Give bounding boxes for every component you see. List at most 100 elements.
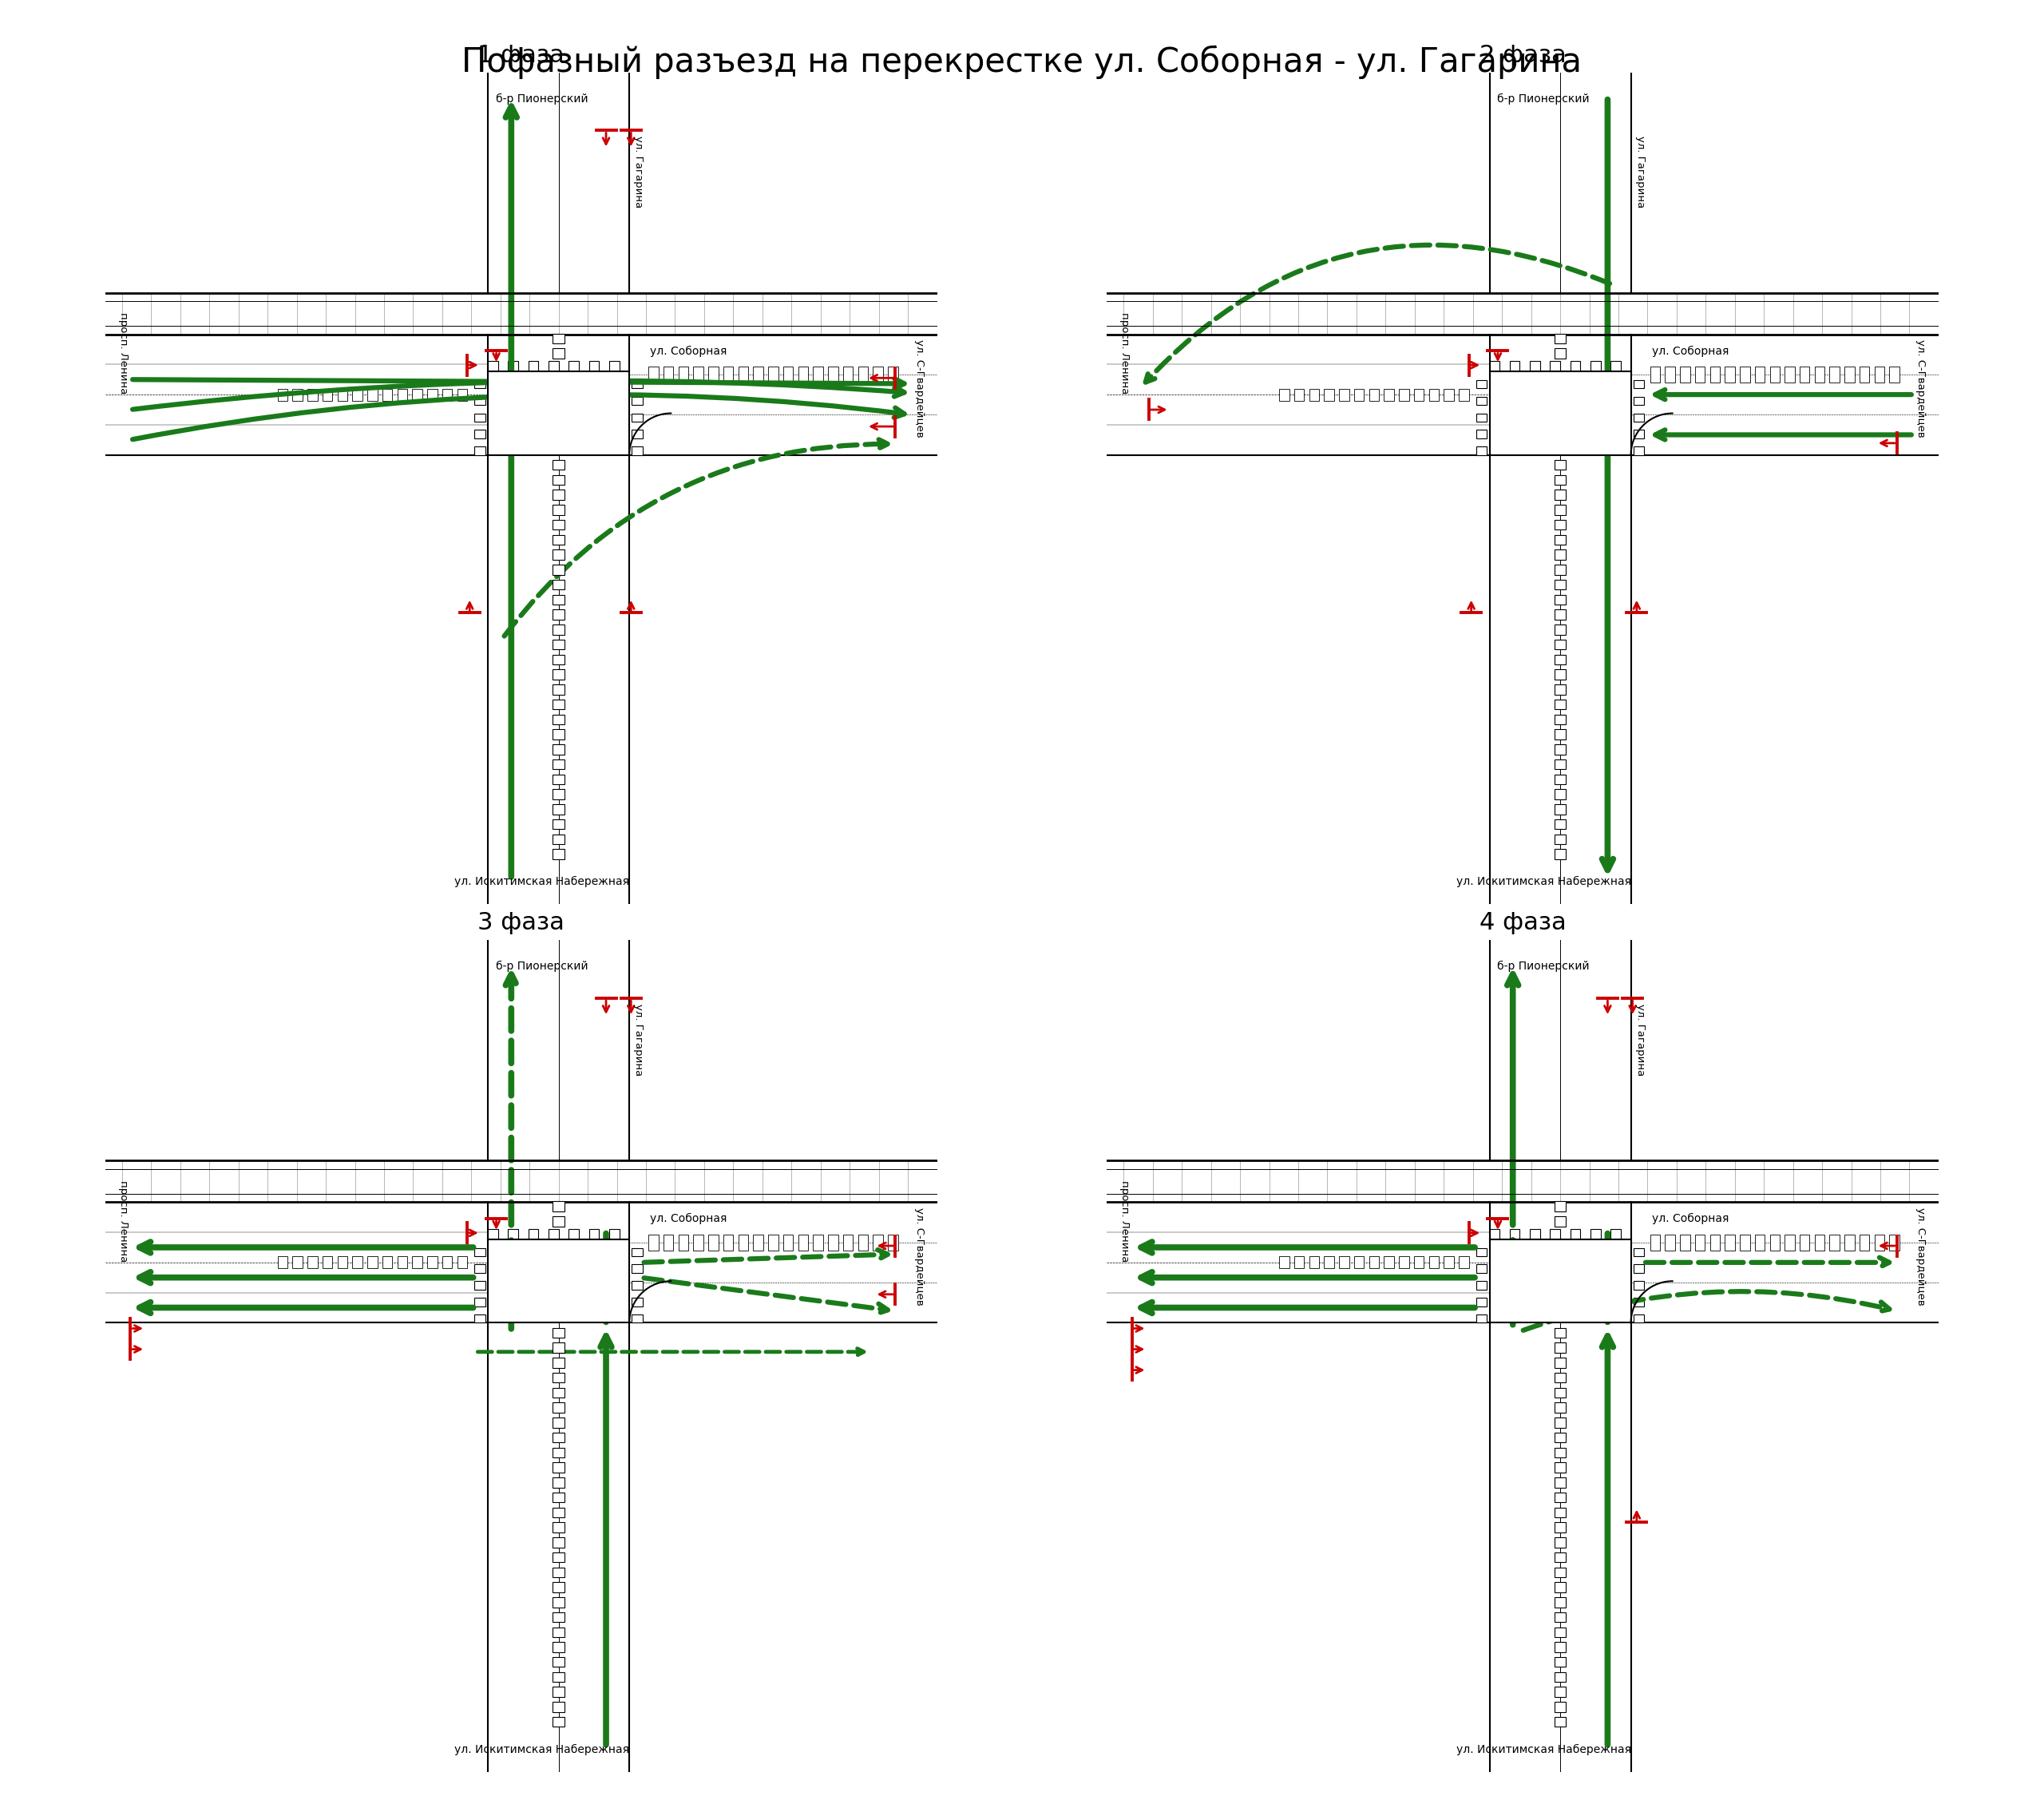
Bar: [1553, 774, 1566, 785]
Bar: [552, 1477, 564, 1488]
Bar: [552, 1508, 564, 1517]
Bar: [679, 1235, 689, 1251]
Bar: [382, 1257, 392, 1269]
Bar: [552, 1642, 564, 1653]
Bar: [442, 389, 452, 401]
Bar: [552, 1582, 564, 1593]
Bar: [552, 1687, 564, 1698]
Bar: [568, 362, 578, 372]
Bar: [1414, 1257, 1425, 1269]
Bar: [548, 362, 558, 372]
Bar: [1553, 1403, 1566, 1412]
Bar: [783, 367, 793, 383]
Bar: [368, 389, 378, 401]
Bar: [1353, 389, 1363, 401]
Bar: [527, 1229, 538, 1240]
Bar: [1770, 367, 1780, 383]
Bar: [489, 1229, 499, 1240]
Bar: [1280, 1257, 1290, 1269]
Bar: [474, 1314, 486, 1323]
Text: ул. Соборная: ул. Соборная: [650, 345, 728, 356]
Bar: [1308, 1257, 1318, 1269]
Bar: [1476, 447, 1488, 456]
Bar: [1529, 362, 1539, 372]
Bar: [648, 1235, 658, 1251]
Text: б-р Пионерский: б-р Пионерский: [497, 92, 589, 105]
Bar: [858, 367, 869, 383]
Bar: [1633, 396, 1643, 405]
Bar: [1476, 380, 1488, 389]
Bar: [1553, 729, 1566, 739]
Bar: [1711, 1235, 1719, 1251]
Bar: [769, 367, 779, 383]
Bar: [1353, 1257, 1363, 1269]
Bar: [1553, 519, 1566, 530]
Bar: [1553, 654, 1566, 665]
Bar: [337, 1257, 347, 1269]
Bar: [552, 805, 564, 814]
Bar: [1553, 1201, 1566, 1211]
Bar: [1553, 1596, 1566, 1607]
Bar: [1476, 1314, 1488, 1323]
Bar: [858, 1235, 869, 1251]
Bar: [552, 1343, 564, 1352]
Text: ул. С-Гвардейцев: ул. С-Гвардейцев: [1915, 1208, 1925, 1305]
Text: б-р Пионерский: б-р Пионерский: [1498, 92, 1590, 105]
Bar: [1553, 1387, 1566, 1398]
Bar: [474, 1264, 486, 1273]
Bar: [632, 447, 642, 456]
Bar: [1553, 1432, 1566, 1443]
Bar: [1476, 1264, 1488, 1273]
Bar: [1711, 367, 1719, 383]
Bar: [1570, 1229, 1580, 1240]
Text: просп. Ленина: просп. Ленина: [119, 313, 129, 394]
Bar: [828, 367, 838, 383]
Bar: [1325, 1257, 1335, 1269]
Bar: [278, 1257, 288, 1269]
Bar: [873, 367, 883, 383]
Bar: [1553, 490, 1566, 499]
Bar: [552, 1327, 564, 1338]
Bar: [1553, 564, 1566, 575]
Bar: [589, 1229, 599, 1240]
Bar: [1553, 1568, 1566, 1577]
Bar: [1553, 504, 1566, 515]
Bar: [887, 367, 897, 383]
Bar: [632, 414, 642, 421]
Bar: [1280, 389, 1290, 401]
Bar: [1770, 1235, 1780, 1251]
Bar: [679, 367, 689, 383]
Bar: [1294, 1257, 1304, 1269]
Bar: [1553, 1627, 1566, 1636]
Bar: [292, 1257, 303, 1269]
Bar: [442, 1257, 452, 1269]
Bar: [1815, 1235, 1825, 1251]
Bar: [1553, 790, 1566, 799]
Bar: [1553, 459, 1566, 470]
Bar: [1553, 685, 1566, 694]
Bar: [1680, 1235, 1690, 1251]
Bar: [1369, 1257, 1380, 1269]
Bar: [1590, 1229, 1600, 1240]
Bar: [1490, 372, 1631, 456]
Bar: [709, 367, 717, 383]
Bar: [552, 564, 564, 575]
Bar: [724, 1235, 734, 1251]
Bar: [1443, 1257, 1453, 1269]
Bar: [1308, 389, 1318, 401]
Bar: [552, 1217, 564, 1226]
Bar: [1553, 1718, 1566, 1727]
Bar: [552, 1432, 564, 1443]
Bar: [1429, 1257, 1439, 1269]
Bar: [474, 396, 486, 405]
Bar: [552, 1417, 564, 1428]
Bar: [1666, 1235, 1674, 1251]
Bar: [693, 367, 703, 383]
Text: просп. Ленина: просп. Ленина: [1120, 1181, 1130, 1262]
Bar: [106, 1161, 936, 1202]
Bar: [552, 1387, 564, 1398]
Bar: [1294, 389, 1304, 401]
Bar: [548, 1229, 558, 1240]
Bar: [1694, 367, 1705, 383]
Text: ул. Гагарина: ул. Гагарина: [634, 136, 644, 208]
